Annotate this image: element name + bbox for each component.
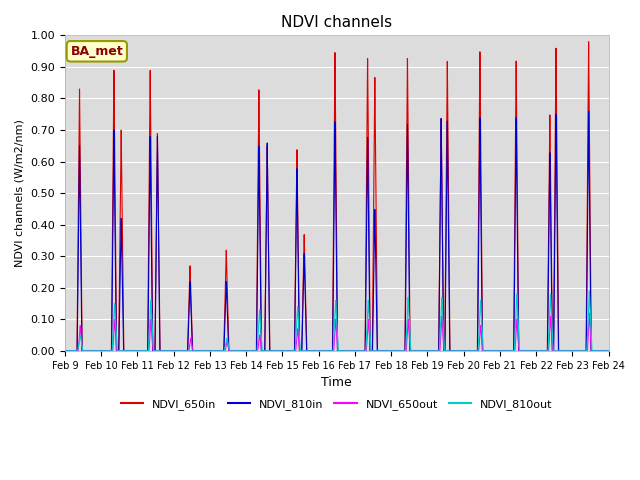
NDVI_650out <box>470 348 477 354</box>
NDVI_650out <box>90 348 97 354</box>
Line: NDVI_650out: NDVI_650out <box>65 313 609 351</box>
NDVI_810in <box>605 348 612 354</box>
Line: NDVI_810in: NDVI_810in <box>65 111 609 351</box>
NDVI_650in <box>605 348 612 354</box>
Legend: NDVI_650in, NDVI_810in, NDVI_650out, NDVI_810out: NDVI_650in, NDVI_810in, NDVI_650out, NDV… <box>116 395 557 415</box>
Line: NDVI_650in: NDVI_650in <box>65 42 609 351</box>
NDVI_650in <box>90 348 97 354</box>
NDVI_650in <box>506 348 513 354</box>
NDVI_650in <box>408 348 416 354</box>
NDVI_650in <box>470 348 477 354</box>
NDVI_650out <box>498 348 506 354</box>
NDVI_810in <box>408 348 416 354</box>
NDVI_810out <box>484 348 492 354</box>
X-axis label: Time: Time <box>321 376 352 389</box>
NDVI_650out <box>484 348 492 354</box>
NDVI_650out <box>506 348 513 354</box>
NDVI_810out <box>506 348 513 354</box>
NDVI_810out <box>470 348 477 354</box>
NDVI_810out <box>605 348 612 354</box>
NDVI_810in <box>61 348 69 354</box>
NDVI_650out <box>408 348 416 354</box>
NDVI_810in <box>470 348 477 354</box>
NDVI_810out <box>90 348 97 354</box>
NDVI_650out <box>586 310 593 316</box>
NDVI_810out <box>408 348 416 354</box>
NDVI_650out <box>61 348 69 354</box>
Y-axis label: NDVI channels (W/m2/nm): NDVI channels (W/m2/nm) <box>15 119 25 267</box>
NDVI_650in <box>61 348 69 354</box>
NDVI_650out <box>605 348 612 354</box>
Title: NDVI channels: NDVI channels <box>281 15 392 30</box>
NDVI_810out <box>498 348 506 354</box>
NDVI_810in <box>90 348 97 354</box>
NDVI_810out <box>61 348 69 354</box>
NDVI_810in <box>484 348 492 354</box>
NDVI_810in <box>585 108 593 114</box>
NDVI_810in <box>506 348 513 354</box>
NDVI_810in <box>498 348 506 354</box>
NDVI_650in <box>498 348 506 354</box>
Line: NDVI_810out: NDVI_810out <box>65 291 609 351</box>
NDVI_650in <box>484 348 492 354</box>
Text: BA_met: BA_met <box>70 45 124 58</box>
NDVI_810out <box>586 288 593 294</box>
NDVI_650in <box>585 39 593 45</box>
